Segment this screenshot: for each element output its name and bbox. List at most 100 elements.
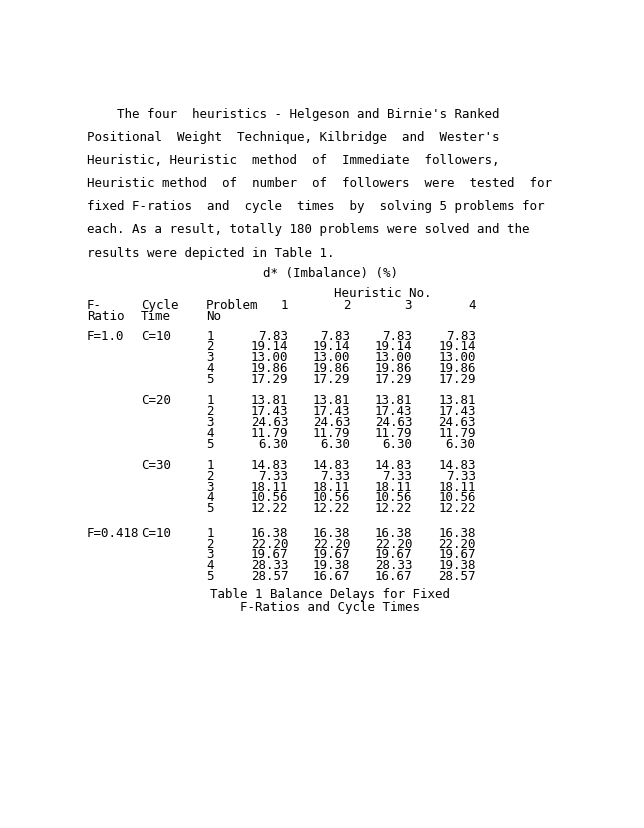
- Text: 7.83: 7.83: [382, 330, 412, 342]
- Text: 17.43: 17.43: [439, 405, 476, 417]
- Text: 3: 3: [206, 351, 214, 363]
- Text: 12.22: 12.22: [375, 502, 412, 514]
- Text: 13.00: 13.00: [251, 351, 289, 363]
- Text: 16.67: 16.67: [375, 570, 412, 582]
- Text: results were depicted in Table 1.: results were depicted in Table 1.: [87, 246, 334, 259]
- Text: 14.83: 14.83: [313, 459, 350, 471]
- Text: 5: 5: [206, 570, 214, 582]
- Text: 3: 3: [206, 480, 214, 493]
- Text: 2: 2: [206, 340, 214, 353]
- Text: 24.63: 24.63: [375, 416, 412, 428]
- Text: F=1.0: F=1.0: [87, 330, 124, 342]
- Text: 4: 4: [206, 491, 214, 503]
- Text: 16.67: 16.67: [313, 570, 350, 582]
- Text: 1: 1: [206, 527, 214, 539]
- Text: 7.33: 7.33: [446, 469, 476, 482]
- Text: 18.11: 18.11: [251, 480, 289, 493]
- Text: 28.33: 28.33: [375, 559, 412, 571]
- Text: 18.11: 18.11: [439, 480, 476, 493]
- Text: d* (Imbalance) (%): d* (Imbalance) (%): [263, 267, 397, 279]
- Text: 6.30: 6.30: [446, 437, 476, 450]
- Text: 16.38: 16.38: [313, 527, 350, 539]
- Text: 16.38: 16.38: [251, 527, 289, 539]
- Text: 13.81: 13.81: [251, 394, 289, 407]
- Text: 11.79: 11.79: [439, 426, 476, 439]
- Text: 13.00: 13.00: [439, 351, 476, 363]
- Text: 19.67: 19.67: [313, 548, 350, 561]
- Text: 17.29: 17.29: [313, 373, 350, 385]
- Text: 16.38: 16.38: [375, 527, 412, 539]
- Text: 3: 3: [404, 299, 412, 311]
- Text: 2: 2: [343, 299, 350, 311]
- Text: 10.56: 10.56: [313, 491, 350, 503]
- Text: 1: 1: [206, 459, 214, 471]
- Text: 12.22: 12.22: [251, 502, 289, 514]
- Text: C=10: C=10: [141, 330, 171, 342]
- Text: 7.83: 7.83: [320, 330, 350, 342]
- Text: 19.14: 19.14: [375, 340, 412, 353]
- Text: 16.38: 16.38: [439, 527, 476, 539]
- Text: 14.83: 14.83: [375, 459, 412, 471]
- Text: No: No: [206, 310, 221, 322]
- Text: 6.30: 6.30: [258, 437, 289, 450]
- Text: 24.63: 24.63: [313, 416, 350, 428]
- Text: 7.33: 7.33: [258, 469, 289, 482]
- Text: 18.11: 18.11: [375, 480, 412, 493]
- Text: 4: 4: [468, 299, 476, 311]
- Text: 19.67: 19.67: [251, 548, 289, 561]
- Text: 13.81: 13.81: [375, 394, 412, 407]
- Text: 6.30: 6.30: [320, 437, 350, 450]
- Text: Ratio: Ratio: [87, 310, 124, 322]
- Text: 4: 4: [206, 362, 214, 374]
- Text: 11.79: 11.79: [251, 426, 289, 439]
- Text: 13.00: 13.00: [313, 351, 350, 363]
- Text: 1: 1: [206, 330, 214, 342]
- Text: 10.56: 10.56: [439, 491, 476, 503]
- Text: 19.14: 19.14: [313, 340, 350, 353]
- Text: 24.63: 24.63: [439, 416, 476, 428]
- Text: 19.67: 19.67: [439, 548, 476, 561]
- Text: 5: 5: [206, 502, 214, 514]
- Text: 7.83: 7.83: [258, 330, 289, 342]
- Text: 4: 4: [206, 559, 214, 571]
- Text: 12.22: 12.22: [313, 502, 350, 514]
- Text: 11.79: 11.79: [375, 426, 412, 439]
- Text: Problem: Problem: [206, 299, 258, 311]
- Text: 13.81: 13.81: [313, 394, 350, 407]
- Text: 19.86: 19.86: [251, 362, 289, 374]
- Text: 28.33: 28.33: [251, 559, 289, 571]
- Text: 19.86: 19.86: [313, 362, 350, 374]
- Text: 19.14: 19.14: [251, 340, 289, 353]
- Text: 5: 5: [206, 437, 214, 450]
- Text: 5: 5: [206, 373, 214, 385]
- Text: 6.30: 6.30: [382, 437, 412, 450]
- Text: 24.63: 24.63: [251, 416, 289, 428]
- Text: 22.20: 22.20: [251, 537, 289, 550]
- Text: C=10: C=10: [141, 527, 171, 539]
- Text: 4: 4: [206, 426, 214, 439]
- Text: 7.33: 7.33: [320, 469, 350, 482]
- Text: 2: 2: [206, 469, 214, 482]
- Text: 17.29: 17.29: [375, 373, 412, 385]
- Text: 7.33: 7.33: [382, 469, 412, 482]
- Text: 11.79: 11.79: [313, 426, 350, 439]
- Text: 7.83: 7.83: [446, 330, 476, 342]
- Text: 19.67: 19.67: [375, 548, 412, 561]
- Text: The four  heuristics - Helgeson and Birnie's Ranked: The four heuristics - Helgeson and Birni…: [87, 108, 499, 121]
- Text: 10.56: 10.56: [375, 491, 412, 503]
- Text: 28.57: 28.57: [439, 570, 476, 582]
- Text: 1: 1: [206, 394, 214, 407]
- Text: 14.83: 14.83: [439, 459, 476, 471]
- Text: 14.83: 14.83: [251, 459, 289, 471]
- Text: Cycle: Cycle: [141, 299, 178, 311]
- Text: 17.29: 17.29: [251, 373, 289, 385]
- Text: 17.29: 17.29: [439, 373, 476, 385]
- Text: 13.81: 13.81: [439, 394, 476, 407]
- Text: 19.86: 19.86: [375, 362, 412, 374]
- Text: fixed F-ratios  and  cycle  times  by  solving 5 problems for: fixed F-ratios and cycle times by solvin…: [87, 200, 544, 213]
- Text: 18.11: 18.11: [313, 480, 350, 493]
- Text: F=0.418: F=0.418: [87, 527, 139, 539]
- Text: 1: 1: [281, 299, 289, 311]
- Text: 13.00: 13.00: [375, 351, 412, 363]
- Text: F-: F-: [87, 299, 102, 311]
